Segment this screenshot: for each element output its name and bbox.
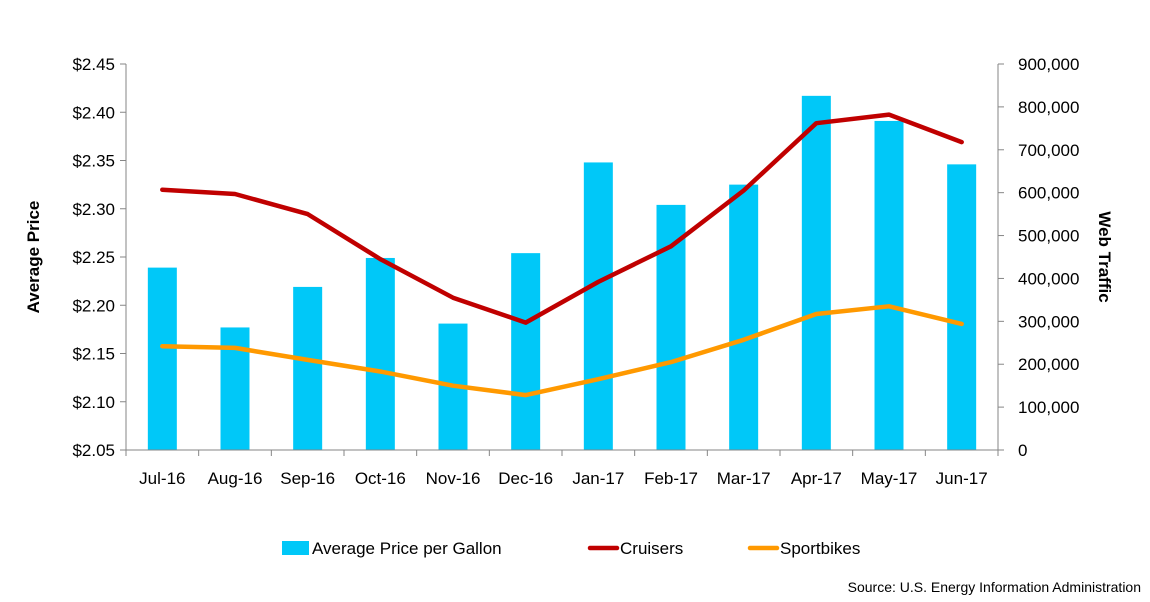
y-left-tick-label: $2.35	[72, 152, 115, 171]
bar	[947, 164, 977, 451]
y-left-tick-label: $2.05	[72, 441, 115, 460]
legend-label: Sportbikes	[780, 539, 860, 558]
legend: Average Price per Gallon Cruisers Sportbik…	[282, 539, 860, 558]
bars-group	[147, 95, 977, 451]
x-tick-label: Sep-16	[280, 469, 335, 488]
y-right-axis-title: Web Traffic	[1095, 211, 1114, 302]
y-left-tick-label: $2.40	[72, 103, 115, 122]
y-right-tick-label: 400,000	[1018, 269, 1079, 288]
y-right-tick-label: 300,000	[1018, 312, 1079, 331]
legend-label: Cruisers	[620, 539, 683, 558]
legend-label: Average Price per Gallon	[312, 539, 502, 558]
x-tick-label: Mar-17	[717, 469, 771, 488]
y-left-tick-label: $2.15	[72, 345, 115, 364]
y-right-tick-label: 500,000	[1018, 227, 1079, 246]
x-tick-label: Aug-16	[208, 469, 263, 488]
x-tick-label: Nov-16	[426, 469, 481, 488]
x-tick-label: May-17	[861, 469, 918, 488]
series-line-sportbikes	[160, 304, 964, 398]
bar	[365, 257, 395, 450]
axes-group: $2.05 $2.10 $2.15 $2.20 $2.25 $2.30 $2.35 $2.40…	[72, 55, 1079, 488]
y-right-tick-label: 800,000	[1018, 98, 1079, 117]
bar	[293, 286, 323, 450]
y-left-axis-title: Average Price	[24, 201, 43, 314]
lines-group	[160, 112, 964, 398]
bar	[147, 267, 177, 450]
bar	[729, 184, 759, 450]
y-left-tick-label: $2.45	[72, 55, 115, 74]
y-left-tick-label: $2.10	[72, 393, 115, 412]
y-right-tick-label: 700,000	[1018, 141, 1079, 160]
x-tick-label: Oct-16	[355, 469, 406, 488]
x-tick-label: Apr-17	[791, 469, 842, 488]
bar	[656, 204, 686, 450]
bar	[874, 120, 904, 450]
x-tick-label: Feb-17	[644, 469, 698, 488]
x-tick-label: Jan-17	[572, 469, 624, 488]
y-left-tick-label: $2.25	[72, 248, 115, 267]
y-right-tick-label: 900,000	[1018, 55, 1079, 74]
y-right-tick-label: 600,000	[1018, 184, 1079, 203]
x-tick-label: Jun-17	[936, 469, 988, 488]
bar	[511, 253, 541, 450]
y-left-tick-label: $2.20	[72, 296, 115, 315]
x-tick-label: Dec-16	[498, 469, 553, 488]
source-note: Source: U.S. Energy Information Administ…	[847, 579, 1141, 595]
legend-swatch-bar	[282, 541, 309, 555]
y-right-tick-label: 200,000	[1018, 355, 1079, 374]
y-left-tick-label: $2.30	[72, 200, 115, 219]
bar	[583, 162, 613, 450]
y-right-tick-label: 100,000	[1018, 398, 1079, 417]
x-tick-label: Jul-16	[139, 469, 185, 488]
y-right-tick-label: 0	[1018, 441, 1027, 460]
series-line-cruisers	[160, 112, 964, 325]
bar	[801, 95, 831, 450]
